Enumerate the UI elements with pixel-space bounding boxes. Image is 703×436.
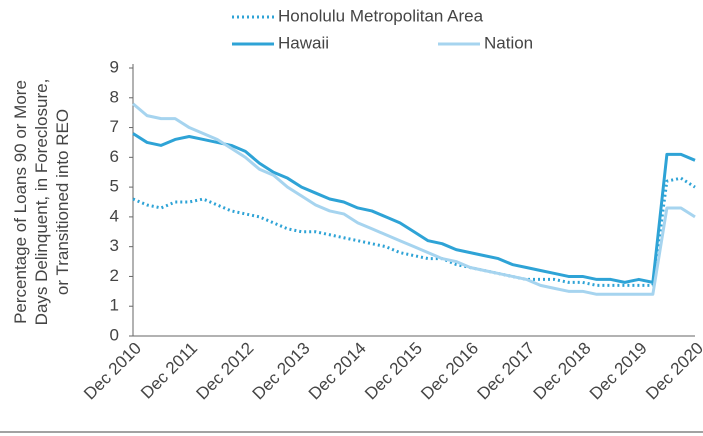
y-tick-label: 3 <box>110 236 119 255</box>
y-tick-label: 4 <box>110 206 119 225</box>
y-axis-label-line: or Transitioned into REO <box>53 109 72 295</box>
y-tick-label: 7 <box>110 117 119 136</box>
y-tick-label: 8 <box>110 87 119 106</box>
legend-label: Hawaii <box>278 33 329 52</box>
x-tick-label: Dec 2014 <box>305 339 370 404</box>
x-tick-label: Dec 2013 <box>249 339 314 404</box>
legend-label: Honolulu Metropolitan Area <box>278 6 484 25</box>
series-line <box>132 132 696 284</box>
x-tick-label: Dec 2011 <box>137 339 201 403</box>
y-axis-label-line: Percentage of Loans 90 or More <box>11 80 30 324</box>
y-tick-label: 0 <box>110 325 119 344</box>
x-tick-label: Dec 2010 <box>80 339 145 404</box>
x-tick-label: Dec 2012 <box>193 339 258 404</box>
y-tick-label: 2 <box>110 266 119 285</box>
x-tick-label: Dec 2015 <box>361 339 426 404</box>
x-tick-label: Dec 2019 <box>586 339 651 404</box>
y-axis-label-line: Days Delinquent, in Foreclosure, <box>32 79 51 326</box>
y-tick-label: 5 <box>110 177 119 196</box>
legend-label: Nation <box>484 33 533 52</box>
y-tick-label: 9 <box>110 57 119 76</box>
x-tick-label: Dec 2016 <box>417 339 482 404</box>
x-tick-label: Dec 2020 <box>642 339 703 404</box>
series-line <box>132 102 696 296</box>
y-tick-label: 1 <box>110 296 119 315</box>
x-tick-label: Dec 2017 <box>474 339 539 404</box>
x-tick-label: Dec 2018 <box>530 339 595 404</box>
y-tick-label: 6 <box>110 147 119 166</box>
y-axis-label: Percentage of Loans 90 or More Days Delin… <box>11 79 72 326</box>
